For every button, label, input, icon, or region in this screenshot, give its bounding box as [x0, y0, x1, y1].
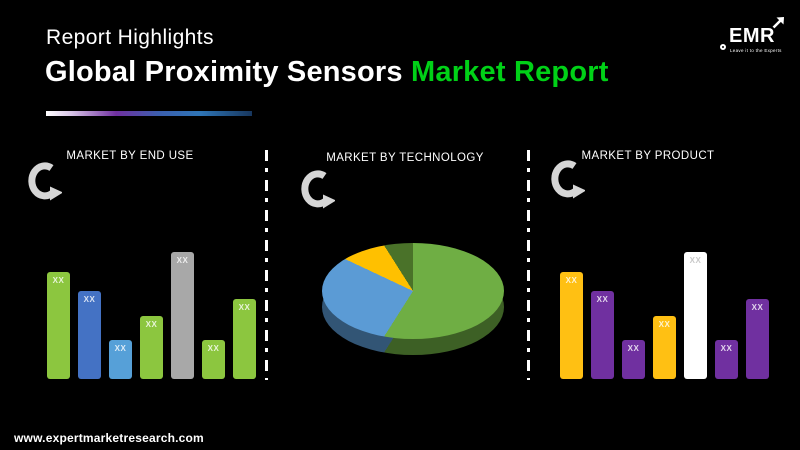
bar-value-label: XX: [627, 343, 640, 353]
pie-top-face: [322, 243, 504, 339]
logo-text: EMR: [729, 25, 775, 47]
bar: XX: [140, 315, 163, 379]
curved-arrow-icon: [301, 170, 336, 217]
bar-value-label: XX: [145, 319, 158, 329]
logo-dot-icon: [720, 44, 726, 50]
website-url-link[interactable]: www.expertmarketresearch.com: [14, 431, 204, 445]
section-divider: [527, 150, 530, 380]
bar: XX: [591, 291, 614, 379]
bar: XX: [622, 339, 645, 379]
title-underline-gradient: [46, 111, 252, 116]
bar-value-label: XX: [658, 319, 671, 329]
bar-value-label: XX: [176, 256, 189, 265]
logo-trend-arrow-icon: [771, 16, 785, 35]
page-title: Global Proximity Sensors Market Report: [45, 56, 609, 89]
page-title-main: Global Proximity Sensors: [45, 56, 403, 88]
curved-arrow-icon: [28, 162, 63, 209]
bar-value-label: XX: [83, 295, 96, 305]
bar: XX: [653, 315, 676, 379]
section-title-product: MARKET BY PRODUCT: [581, 150, 715, 162]
bar: XX: [109, 339, 132, 379]
section-divider: [265, 150, 268, 380]
curved-arrow-icon: [551, 160, 586, 207]
section-title-end-use: MARKET BY END USE: [66, 150, 194, 162]
bar: XX: [233, 299, 256, 379]
bar-value-label: XX: [238, 303, 251, 312]
bar-value-label: XX: [52, 276, 65, 286]
bar-value-label: XX: [565, 276, 578, 286]
bar: XX: [746, 299, 769, 379]
emr-logo: EMR Leave it to the Experts: [720, 16, 786, 64]
bar-value-label: XX: [114, 343, 127, 353]
bar-value-label: XX: [689, 256, 702, 265]
section-title-technology: MARKET BY TECHNOLOGY: [326, 152, 484, 164]
bar-value-label: XX: [596, 295, 609, 305]
bar: XX: [560, 272, 583, 379]
bar-chart-end-use: XX XX XX XX XX XX XX: [47, 252, 256, 379]
page-title-accent: Market Report: [411, 56, 609, 88]
pie-chart-technology: [322, 243, 504, 355]
bar: XX: [202, 339, 225, 379]
bar-value-label: XX: [720, 343, 733, 353]
bar-value-label: XX: [751, 303, 764, 312]
bar: XX: [715, 339, 738, 379]
bar: XX: [684, 252, 707, 379]
bar: XX: [47, 272, 70, 379]
bar: XX: [171, 252, 194, 379]
bar-value-label: XX: [207, 343, 220, 353]
bar-chart-product: XX XX XX XX XX XX XX: [560, 252, 769, 379]
report-kicker: Report Highlights: [46, 26, 214, 49]
logo-tagline: Leave it to the Experts: [730, 48, 782, 53]
bar: XX: [78, 291, 101, 379]
